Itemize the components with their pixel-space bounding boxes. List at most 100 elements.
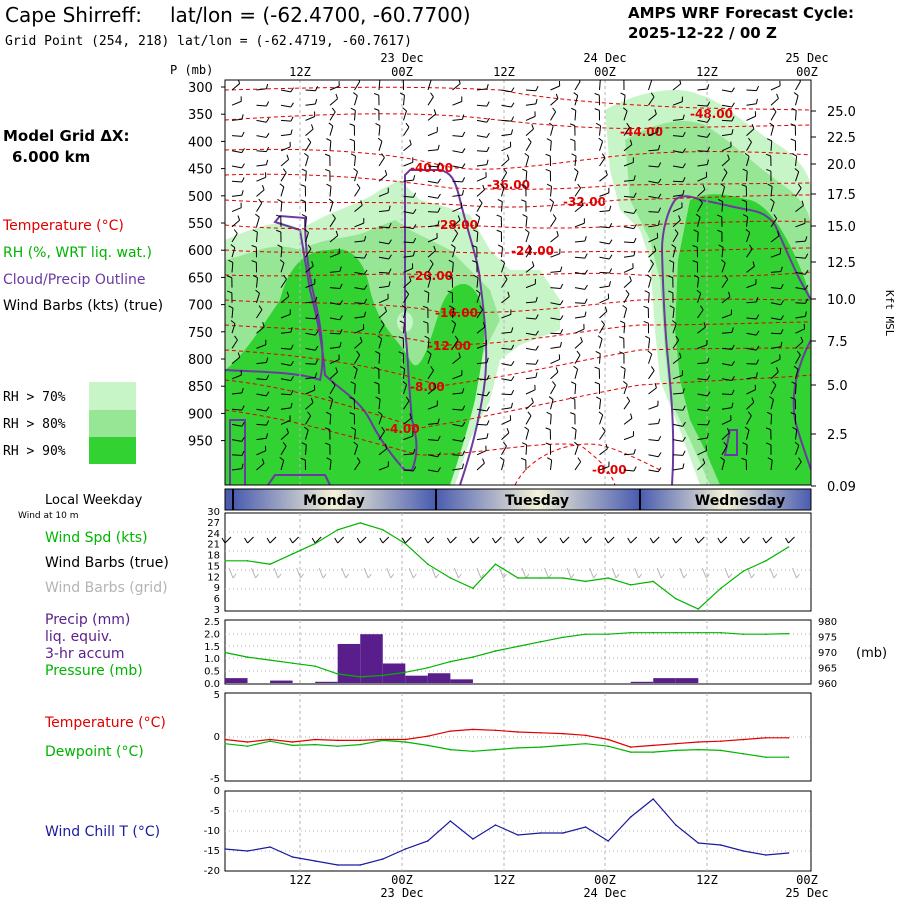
xs-barb-shaft	[574, 222, 585, 228]
xs-barb-shaft	[256, 231, 258, 243]
xs-barb-flag	[597, 335, 603, 340]
rh-key-90-swatch	[89, 437, 136, 464]
xs-barb-flag	[352, 365, 358, 370]
grid-barb-flag	[503, 573, 507, 579]
xs-barb-flag	[252, 229, 258, 233]
xs-barb-flag	[744, 152, 750, 157]
xs-barb-shaft	[476, 378, 488, 381]
xs-barb-shaft	[427, 387, 437, 395]
xs-barb-shaft	[550, 235, 559, 243]
xs-barb-shaft	[231, 83, 240, 91]
isotherm	[225, 220, 811, 230]
xs-barb-flag	[290, 327, 293, 333]
xs-barb-shaft	[697, 189, 706, 197]
dewpoint-line-point	[336, 745, 339, 748]
xs-barb-shaft	[672, 339, 680, 349]
xs-barb-shaft	[452, 150, 463, 154]
isotherm-label: -24.00	[511, 244, 554, 258]
precip-bar	[405, 675, 428, 683]
xs-barb-shaft	[280, 460, 285, 471]
xs-barb-shaft	[525, 248, 532, 258]
xs-barb-flag	[375, 396, 381, 400]
xs-barb-shaft	[623, 435, 634, 441]
xs-barb-shaft	[280, 419, 291, 425]
pressure-tick-label: 980	[818, 617, 837, 628]
xs-barb-shaft	[305, 232, 309, 243]
xs-barb-flag	[230, 244, 236, 249]
true-barb	[450, 536, 457, 544]
xs-barb-shaft	[672, 150, 683, 154]
xs-barb-flag	[377, 137, 383, 142]
xs-barb-flag	[433, 109, 437, 115]
xs-barb-flag	[374, 108, 380, 111]
xs-barb-shaft	[280, 445, 287, 456]
xs-barb-shaft	[378, 125, 381, 136]
xs-barb-flag	[349, 123, 355, 127]
pressure-line-point	[607, 633, 609, 635]
xs-barb-shaft	[550, 186, 553, 197]
grid-barb	[251, 567, 257, 579]
bottom-date-label: 24 Dec	[583, 886, 626, 900]
isotherm-label: -36.00	[487, 178, 530, 192]
xs-barb-shaft	[721, 104, 732, 108]
xs-barb-shaft	[354, 95, 358, 106]
xs-barb-flag	[601, 153, 606, 158]
xs-barb-flag	[380, 320, 385, 325]
wind-speed-line-point	[652, 580, 655, 583]
xs-barb-shaft	[378, 324, 385, 334]
xs-barb-flag	[595, 122, 601, 127]
temperature-line-point	[472, 728, 474, 731]
xs-barb-flag	[620, 366, 626, 370]
isotherm-labels: -48.00 -44.00 -40.00 -36.00 -32.00 -28.0…	[385, 107, 733, 477]
xs-barb-shaft	[427, 469, 438, 473]
xs-barb-shaft	[770, 317, 781, 321]
xs-barb-flag	[706, 132, 711, 138]
model-grid-value: 6.000 km	[12, 148, 90, 166]
xs-barb-flag	[265, 391, 270, 397]
dewpoint-line-point	[562, 744, 564, 747]
temperature-line-point	[269, 738, 271, 741]
xs-barb-shaft	[280, 159, 289, 167]
xs-barb-shaft	[648, 439, 659, 442]
xs-barb-shaft	[378, 311, 387, 319]
weekday-day-band	[233, 489, 435, 510]
xs-barb-flag	[657, 418, 661, 424]
dewpoint-line-point	[224, 742, 226, 745]
xs-barb-shaft	[525, 171, 528, 182]
xs-barb-flag	[556, 230, 559, 236]
xs-barb-flag	[560, 283, 564, 289]
true-barb-flag	[424, 537, 429, 544]
xs-barb-shaft	[770, 218, 778, 228]
xs-barb-shaft	[795, 256, 806, 259]
xs-barb-shaft	[697, 344, 708, 349]
xs-barb-flag	[405, 122, 410, 128]
xs-barb-flag	[625, 289, 630, 295]
xs-barb-flag	[437, 178, 441, 184]
xs-barb-shaft	[476, 189, 485, 197]
grid-barb-flag	[390, 573, 395, 579]
precip-bar	[675, 678, 699, 683]
xs-barb-shaft	[648, 131, 659, 137]
isotherm	[225, 173, 811, 190]
windchill-line-point	[674, 824, 677, 826]
dewpoint-line-point	[404, 741, 407, 743]
xs-barb-flag	[479, 305, 483, 310]
xs-barb-flag	[804, 236, 808, 242]
xs-barb-flag	[426, 274, 432, 279]
true-barb	[697, 536, 705, 544]
xs-barb-flag	[682, 388, 685, 394]
isotherm	[225, 347, 811, 387]
true-barb	[743, 536, 750, 544]
rh-key-70-swatch	[89, 382, 136, 410]
xs-barb-shaft	[256, 202, 263, 212]
xs-barb-shaft	[550, 201, 555, 212]
xs-barb-shaft	[378, 431, 385, 440]
xs-barb-shaft	[305, 317, 316, 320]
xs-barb-flag	[571, 426, 577, 431]
xs-barb-flag	[265, 159, 269, 165]
xs-barb-shaft	[795, 156, 798, 167]
wind-speed-line-point	[517, 577, 519, 579]
xs-barb-shaft	[501, 119, 512, 122]
xs-barb-flag	[339, 283, 343, 289]
xs-barb-shaft	[256, 88, 267, 91]
